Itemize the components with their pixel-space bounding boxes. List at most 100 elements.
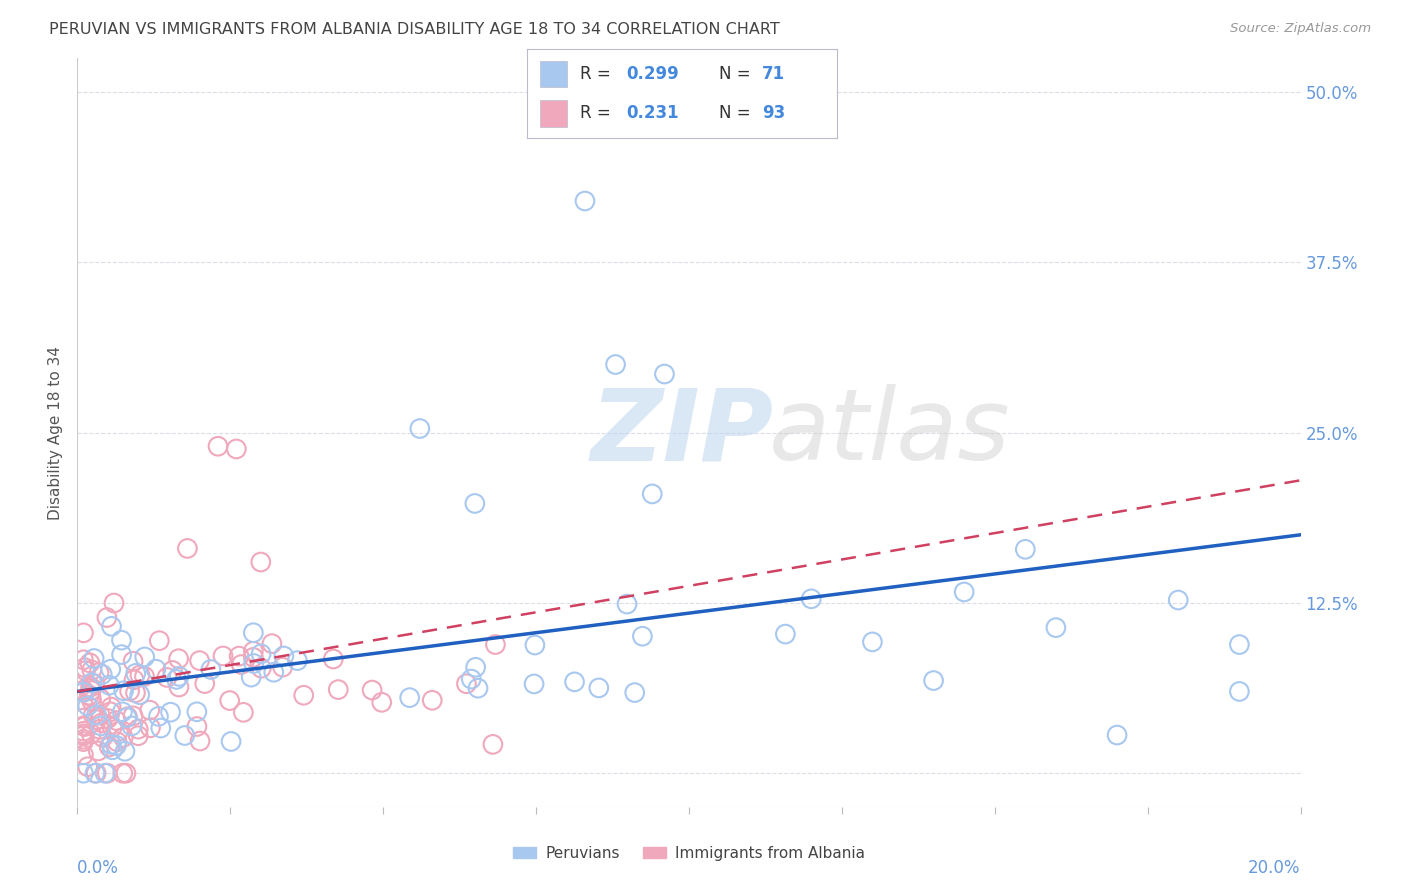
Point [127, 729, 149, 743]
Point [86, 713, 108, 727]
Point [125, 666, 148, 681]
Point [467, 681, 489, 696]
Point [96, 766, 118, 780]
Point [83, 677, 105, 691]
Point [80, 690, 103, 704]
Point [409, 421, 432, 435]
Point [167, 669, 190, 683]
Point [188, 654, 211, 668]
Text: 71: 71 [762, 65, 786, 83]
Point [218, 693, 240, 707]
Point [166, 673, 188, 687]
Point [1107, 728, 1129, 742]
Point [100, 738, 122, 752]
Point [105, 739, 128, 753]
Point [134, 649, 156, 664]
Point [482, 737, 505, 751]
Point [72, 685, 94, 699]
Point [100, 662, 122, 676]
Point [94, 766, 117, 780]
Point [80, 694, 103, 708]
Point [72, 625, 94, 640]
Text: 20.0%: 20.0% [1249, 859, 1301, 877]
Text: 93: 93 [762, 104, 786, 122]
Point [240, 670, 263, 684]
Point [250, 661, 273, 675]
Point [1229, 684, 1251, 698]
Point [420, 693, 443, 707]
Point [91, 667, 114, 681]
Point [121, 719, 143, 733]
Text: ZIP: ZIP [591, 384, 775, 481]
Point [90, 715, 112, 730]
Point [72, 685, 94, 699]
Point [112, 731, 135, 745]
Point [159, 705, 181, 719]
Point [72, 653, 94, 667]
Point [110, 648, 132, 662]
Point [361, 683, 384, 698]
Point [219, 734, 242, 748]
Point [72, 711, 94, 725]
Point [176, 541, 198, 556]
Legend: Peruvians, Immigrants from Albania: Peruvians, Immigrants from Albania [508, 840, 870, 867]
Point [98, 739, 121, 754]
Point [128, 688, 150, 702]
FancyBboxPatch shape [540, 100, 568, 127]
Point [118, 684, 141, 698]
Point [273, 648, 295, 663]
Point [654, 367, 676, 381]
Point [149, 721, 172, 735]
Point [953, 585, 976, 599]
Point [1014, 542, 1036, 557]
Point [228, 649, 250, 664]
Text: Source: ZipAtlas.com: Source: ZipAtlas.com [1230, 22, 1371, 36]
Point [212, 648, 235, 663]
Point [72, 729, 94, 743]
Point [114, 744, 136, 758]
Point [207, 439, 229, 453]
Point [464, 496, 486, 510]
Point [124, 686, 146, 700]
Point [464, 660, 486, 674]
Point [84, 766, 107, 780]
Point [398, 690, 420, 705]
Point [76, 760, 98, 774]
Point [200, 663, 222, 677]
Point [800, 591, 823, 606]
Point [186, 719, 208, 733]
Point [86, 708, 108, 723]
Point [242, 644, 264, 658]
Point [96, 610, 118, 624]
Point [115, 766, 138, 780]
Point [1045, 621, 1067, 635]
Point [84, 766, 107, 780]
Point [72, 734, 94, 748]
Point [225, 442, 247, 456]
Point [98, 678, 121, 692]
Point [107, 724, 129, 739]
Point [250, 555, 273, 569]
Text: PERUVIAN VS IMMIGRANTS FROM ALBANIA DISABILITY AGE 18 TO 34 CORRELATION CHART: PERUVIAN VS IMMIGRANTS FROM ALBANIA DISA… [49, 22, 780, 37]
Point [97, 711, 120, 725]
Point [72, 727, 94, 741]
Point [862, 635, 884, 649]
Text: N =: N = [718, 65, 756, 83]
Point [89, 723, 111, 737]
Point [242, 650, 264, 665]
Point [623, 685, 645, 699]
Point [122, 654, 145, 668]
Text: 0.231: 0.231 [626, 104, 679, 122]
Point [260, 637, 283, 651]
Text: R =: R = [579, 104, 621, 122]
Point [72, 732, 94, 747]
Point [631, 629, 654, 643]
Point [167, 651, 190, 665]
Point [73, 719, 96, 733]
Point [641, 487, 664, 501]
Point [148, 709, 170, 723]
Point [83, 651, 105, 665]
Point [115, 710, 138, 724]
Point [122, 708, 145, 723]
Point [80, 663, 103, 677]
